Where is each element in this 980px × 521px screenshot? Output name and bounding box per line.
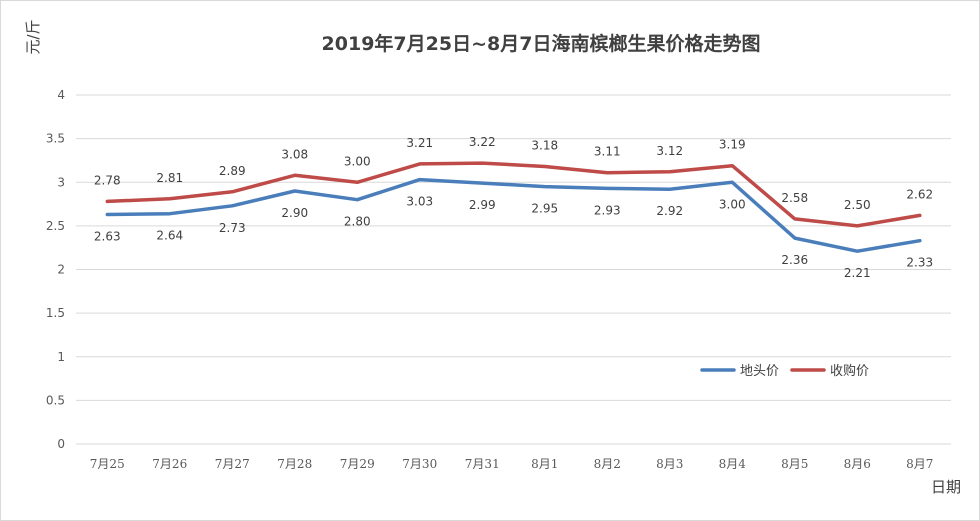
y-tick-label: 0	[57, 437, 65, 451]
data-label: 2.50	[844, 198, 871, 212]
y-tick-label: 2.5	[46, 219, 65, 233]
x-tick-label: 7月31	[465, 457, 500, 471]
y-axis-ticks: 0 0.5 1 1.5 2 2.5 3 3.5 4	[46, 88, 65, 451]
x-tick-label: 8月3	[656, 457, 683, 471]
data-label: 2.64	[156, 229, 183, 243]
data-label: 3.12	[656, 144, 683, 158]
data-label: 3.22	[469, 135, 496, 149]
data-label: 3.08	[281, 147, 308, 161]
legend: 地头价 收购价	[700, 363, 869, 379]
legend-label: 收购价	[830, 363, 869, 379]
x-tick-label: 7月27	[215, 457, 250, 471]
x-tick-label: 8月2	[594, 457, 621, 471]
data-label: 2.89	[219, 164, 246, 178]
y-tick-label: 4	[57, 88, 65, 102]
x-axis-ticks: 7月25 7月26 7月27 7月28 7月29 7月30 7月31 8月1 8月2 8月3 8月4…	[90, 457, 934, 471]
y-tick-label: 3.5	[46, 132, 65, 146]
data-label: 2.58	[781, 191, 808, 205]
data-label: 2.90	[281, 206, 308, 220]
data-label: 2.92	[656, 204, 683, 218]
data-label: 3.19	[719, 138, 746, 152]
x-tick-label: 8月6	[844, 457, 871, 471]
data-label: 2.78	[94, 173, 121, 187]
x-axis-label: 日期	[931, 478, 961, 496]
y-tick-label: 1.5	[46, 306, 65, 320]
y-tick-label: 1	[57, 350, 65, 364]
data-label: 3.11	[594, 145, 621, 159]
series-line	[105, 177, 922, 253]
data-label: 2.80	[344, 215, 371, 229]
data-label: 3.21	[406, 136, 433, 150]
data-label: 2.62	[906, 187, 933, 201]
x-tick-label: 7月29	[340, 457, 375, 471]
chart-title: 2019年7月25日~8月7日海南槟榔生果价格走势图	[322, 32, 761, 55]
x-tick-label: 8月7	[906, 457, 933, 471]
data-labels: 2.63 2.64 2.73 2.90 2.80 3.03 2.99 2.95 2.93 2.92…	[94, 135, 933, 280]
data-label: 2.73	[219, 221, 246, 235]
y-tick-label: 3	[57, 175, 65, 189]
data-label: 2.63	[94, 230, 121, 244]
y-axis-label: 元/斤	[24, 19, 42, 54]
x-tick-label: 7月26	[152, 457, 187, 471]
series-lines	[105, 161, 922, 253]
x-tick-label: 8月1	[531, 457, 558, 471]
x-tick-label: 8月4	[719, 457, 747, 471]
x-tick-label: 7月25	[90, 457, 125, 471]
y-tick-label: 0.5	[46, 393, 65, 407]
data-label: 3.03	[406, 195, 433, 209]
data-label: 2.93	[594, 203, 621, 217]
data-label: 2.99	[469, 198, 496, 212]
data-label: 2.95	[531, 202, 558, 216]
data-label: 2.21	[844, 266, 871, 280]
legend-label: 地头价	[740, 364, 779, 379]
x-tick-label: 7月28	[277, 457, 312, 471]
data-label: 2.81	[156, 171, 183, 185]
data-label: 3.18	[531, 139, 558, 153]
series-line	[105, 161, 922, 228]
data-label: 3.00	[719, 197, 746, 211]
gridlines	[76, 94, 951, 445]
x-tick-label: 8月5	[781, 457, 808, 471]
data-label: 2.36	[781, 253, 808, 267]
data-label: 2.33	[906, 256, 933, 270]
data-label: 3.00	[344, 154, 371, 168]
x-tick-label: 7月30	[402, 457, 437, 471]
y-tick-label: 2	[57, 263, 65, 277]
